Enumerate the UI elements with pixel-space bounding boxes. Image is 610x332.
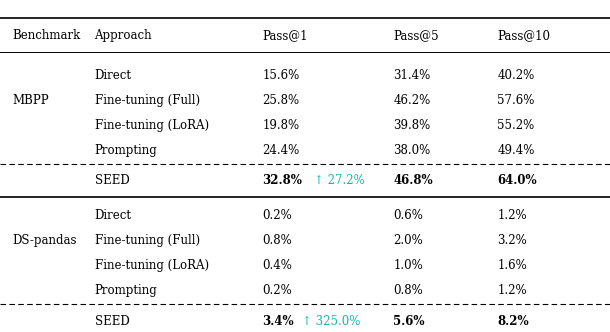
Text: 31.4%: 31.4% — [393, 69, 431, 82]
Text: DS-pandas: DS-pandas — [12, 234, 77, 247]
Text: 46.8%: 46.8% — [393, 174, 433, 188]
Text: 64.0%: 64.0% — [497, 174, 537, 188]
Text: 2.0%: 2.0% — [393, 234, 423, 247]
Text: Prompting: Prompting — [95, 144, 157, 157]
Text: Fine-tuning (Full): Fine-tuning (Full) — [95, 234, 199, 247]
Text: Direct: Direct — [95, 209, 132, 222]
Text: MBPP: MBPP — [12, 94, 49, 107]
Text: 38.0%: 38.0% — [393, 144, 431, 157]
Text: 0.2%: 0.2% — [262, 284, 292, 297]
Text: Pass@10: Pass@10 — [497, 29, 550, 42]
Text: ↑ 325.0%: ↑ 325.0% — [302, 314, 361, 328]
Text: 49.4%: 49.4% — [497, 144, 534, 157]
Text: Fine-tuning (LoRA): Fine-tuning (LoRA) — [95, 119, 209, 132]
Text: 32.8%: 32.8% — [262, 174, 302, 188]
Text: 1.2%: 1.2% — [497, 209, 527, 222]
Text: Fine-tuning (LoRA): Fine-tuning (LoRA) — [95, 259, 209, 272]
Text: Fine-tuning (Full): Fine-tuning (Full) — [95, 94, 199, 107]
Text: 25.8%: 25.8% — [262, 94, 300, 107]
Text: 8.2%: 8.2% — [497, 314, 529, 328]
Text: ↑ 27.2%: ↑ 27.2% — [314, 174, 365, 188]
Text: 5.6%: 5.6% — [393, 314, 425, 328]
Text: 0.4%: 0.4% — [262, 259, 292, 272]
Text: 1.6%: 1.6% — [497, 259, 527, 272]
Text: 0.8%: 0.8% — [393, 284, 423, 297]
Text: 0.8%: 0.8% — [262, 234, 292, 247]
Text: 24.4%: 24.4% — [262, 144, 300, 157]
Text: SEED: SEED — [95, 314, 129, 328]
Text: 55.2%: 55.2% — [497, 119, 534, 132]
Text: Prompting: Prompting — [95, 284, 157, 297]
Text: 39.8%: 39.8% — [393, 119, 431, 132]
Text: Approach: Approach — [95, 29, 152, 42]
Text: 0.6%: 0.6% — [393, 209, 423, 222]
Text: Pass@5: Pass@5 — [393, 29, 439, 42]
Text: Benchmark: Benchmark — [12, 29, 81, 42]
Text: 19.8%: 19.8% — [262, 119, 300, 132]
Text: Pass@1: Pass@1 — [262, 29, 308, 42]
Text: 15.6%: 15.6% — [262, 69, 300, 82]
Text: 46.2%: 46.2% — [393, 94, 431, 107]
Text: 3.2%: 3.2% — [497, 234, 527, 247]
Text: 40.2%: 40.2% — [497, 69, 534, 82]
Text: SEED: SEED — [95, 174, 129, 188]
Text: 0.2%: 0.2% — [262, 209, 292, 222]
Text: Direct: Direct — [95, 69, 132, 82]
Text: 3.4%: 3.4% — [262, 314, 294, 328]
Text: 57.6%: 57.6% — [497, 94, 534, 107]
Text: 1.0%: 1.0% — [393, 259, 423, 272]
Text: 1.2%: 1.2% — [497, 284, 527, 297]
